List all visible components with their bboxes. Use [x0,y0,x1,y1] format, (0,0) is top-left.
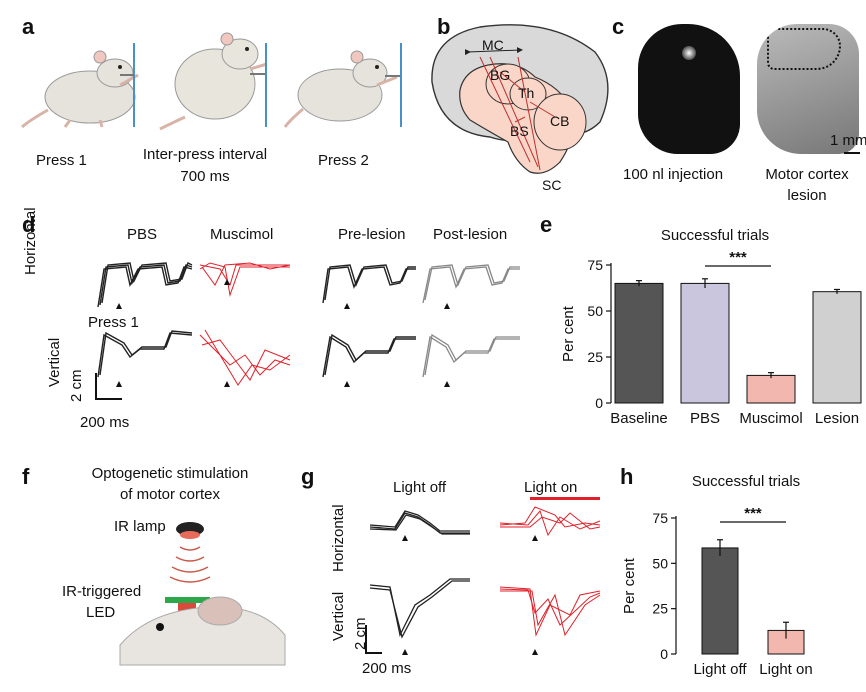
panel-label-a: a [22,14,35,39]
x-tick-label: Light on [759,661,812,678]
label-injection: 100 nl injection [623,166,724,183]
scale-label-200ms-d: 200 ms [80,414,130,431]
chart-title: Successful trials [692,473,800,490]
label-interval-duration: 700 ms [180,168,230,185]
bar [812,291,862,404]
label-press-1: Press 1 [36,152,87,169]
traces-post-lesion [422,264,520,378]
bar [680,282,730,404]
injection-slice-image [638,24,740,154]
header-pre-lesion: Pre-lesion [338,226,406,243]
axis-label-horizontal-d: Horizontal [22,207,39,275]
label-mc: MC [482,37,504,53]
significance-label: *** [729,249,747,266]
y-tick-label: 0 [595,395,603,411]
label-bg: BG [490,67,510,83]
bar [614,282,664,404]
axis-label-vertical-d: Vertical [46,337,63,387]
x-tick-label: Baseline [610,410,668,427]
axis-label-horizontal-g: Horizontal [330,504,347,572]
panel-label-f: f [22,464,30,489]
scale-bar-1mm [844,152,860,154]
significance-label: *** [744,505,762,522]
header-post-lesion: Post-lesion [433,226,508,243]
label-led: LED [86,604,116,621]
light-on-bar [530,497,600,500]
y-tick-label: 75 [652,510,668,526]
label-motor-cortex: Motor cortex [765,166,849,183]
led-board-icon [165,597,210,603]
panel-label-g: g [301,464,315,489]
chart-successful-trials-h: Successful trials Per cent 0 25 50 75 Light of… [621,473,813,678]
bar [701,547,739,655]
scale-bar-d [95,373,122,400]
y-tick-label: 25 [587,349,603,365]
label-press-2: Press 2 [318,152,369,169]
chart-successful-trials-e: Successful trials Per cent 0 25 50 75 Baseline… [560,227,862,427]
lever-wall-3 [400,43,402,127]
label-ir-lamp: IR lamp [114,518,166,535]
panel-label-b: b [437,14,451,39]
label-sc: SC [542,177,561,193]
header-light-off: Light off [393,479,447,496]
trajectory-traces-g [365,497,601,655]
trajectory-traces-d [95,262,520,400]
x-tick-label: Light off [693,661,747,678]
lever-wall-2 [265,43,267,127]
panel-label-d: d [22,212,36,237]
chart-title: Successful trials [661,227,769,244]
y-tick-label: 50 [587,303,603,319]
traces-muscimol [199,262,291,386]
traces-light-off [369,510,470,639]
label-lesion: lesion [787,187,827,204]
rat-press-illustration [21,32,402,131]
panel-label-h: h [620,464,634,489]
y-tick-label: 25 [652,601,668,617]
bar [746,374,796,404]
y-tick-label: 0 [660,646,668,662]
lesion-slice-image [757,24,859,154]
traces-light-on [499,506,601,637]
rat-illustration-3 [283,50,398,128]
axis-label-vertical-g: Vertical [330,591,347,641]
rat-illustration-1 [21,50,139,129]
label-ir-triggered: IR-triggered [62,583,142,600]
lever-wall-1 [133,43,135,127]
scale-bar-g [365,625,382,654]
x-tick-label: Lesion [815,410,859,427]
y-tick-label: 75 [587,257,603,273]
traces-pre-lesion [322,264,416,378]
traces-pbs [97,262,193,378]
brain-circuit-diagram: MC BG Th BS CB SC [431,24,609,193]
label-scale-1mm: 1 mm [830,132,866,149]
y-axis-label: Per cent [621,557,638,614]
x-tick-label: PBS [690,410,720,427]
header-muscimol: Muscimol [210,226,274,243]
header-light-on: Light on [524,479,578,496]
label-cb: CB [550,113,569,129]
y-tick-label: 50 [652,555,668,571]
optogenetic-setup-illustration [119,522,286,666]
label-th: Th [518,85,534,101]
panel-label-c: c [612,14,625,39]
scale-label-200ms-g: 200 ms [362,660,412,677]
label-bs: BS [510,123,529,139]
y-axis-label: Per cent [560,305,577,362]
label-press-1-d: Press 1 [88,314,139,331]
header-pbs: PBS [127,226,158,243]
title-motor-cortex: of motor cortex [119,486,221,503]
panel-label-e: e [540,212,553,237]
label-inter-press-interval: Inter-press interval [142,146,268,163]
x-tick-label: Muscimol [739,410,802,427]
rat-illustration-2 [159,32,268,131]
title-optogenetic: Optogenetic stimulation [91,465,249,482]
